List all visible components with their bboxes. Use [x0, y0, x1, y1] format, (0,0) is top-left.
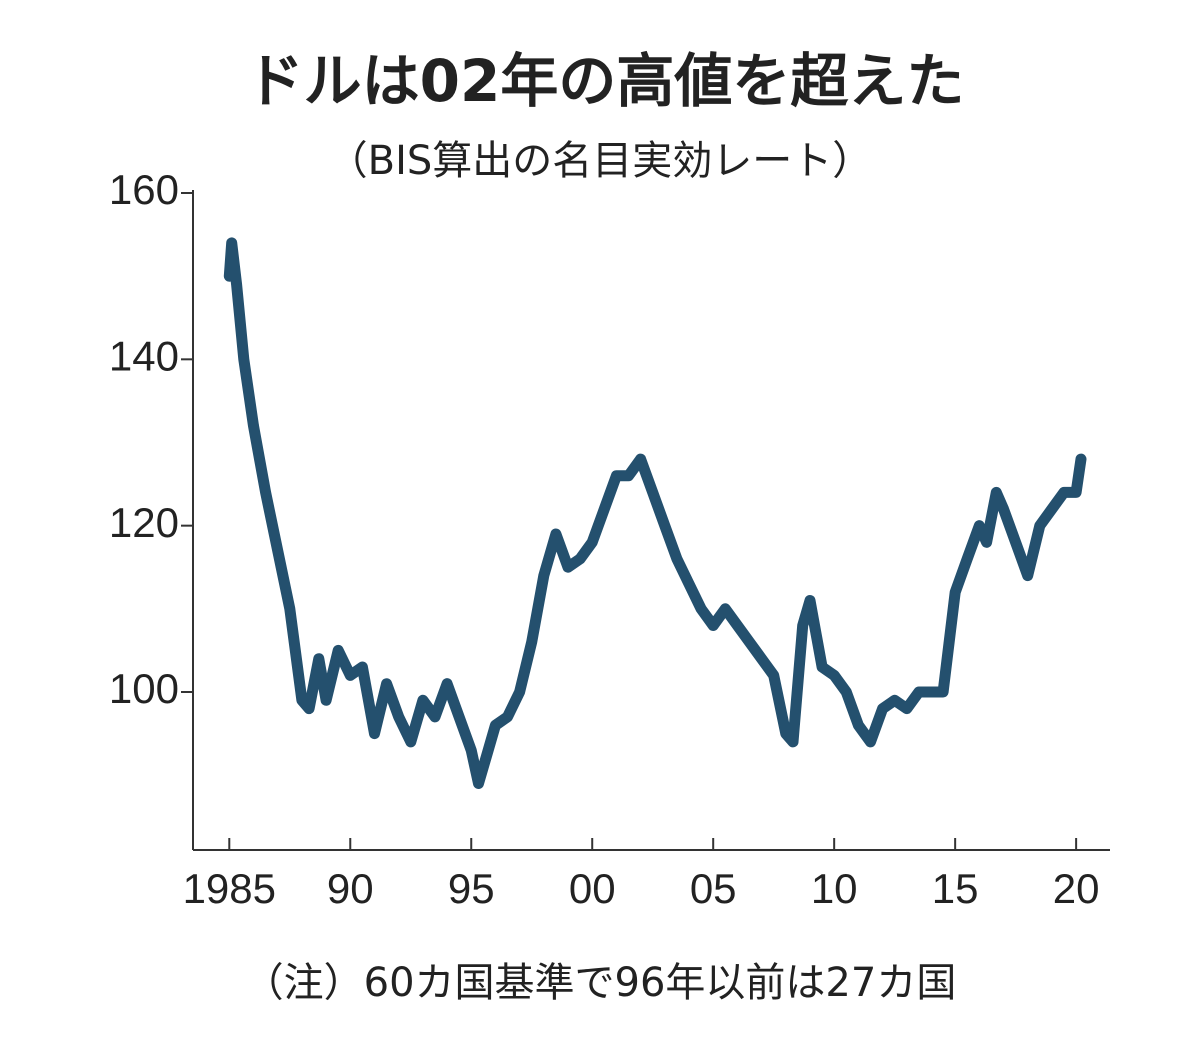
x-tick-label: 1985	[183, 865, 276, 912]
y-tick-label: 140	[109, 332, 179, 379]
y-tick-label: 120	[109, 499, 179, 546]
x-tick-label: 15	[932, 865, 979, 912]
chart-note: （注）60カ国基準で96年以前は27カ国	[244, 960, 957, 1006]
line-series	[223, 237, 1087, 789]
x-tick-label: 90	[327, 865, 374, 912]
x-tick-label: 05	[690, 865, 737, 912]
x-tick-label: 00	[569, 865, 616, 912]
y-tick-label: 160	[109, 166, 179, 213]
y-tick-label: 100	[109, 665, 179, 712]
x-tick-label: 10	[811, 865, 858, 912]
chart-title: ドルは02年の高値を超えた	[246, 47, 965, 115]
x-tick-label: 95	[448, 865, 495, 912]
x-tick-label: 20	[1053, 865, 1100, 912]
chart-subtitle: （BIS算出の名目実効レート）	[328, 138, 873, 184]
